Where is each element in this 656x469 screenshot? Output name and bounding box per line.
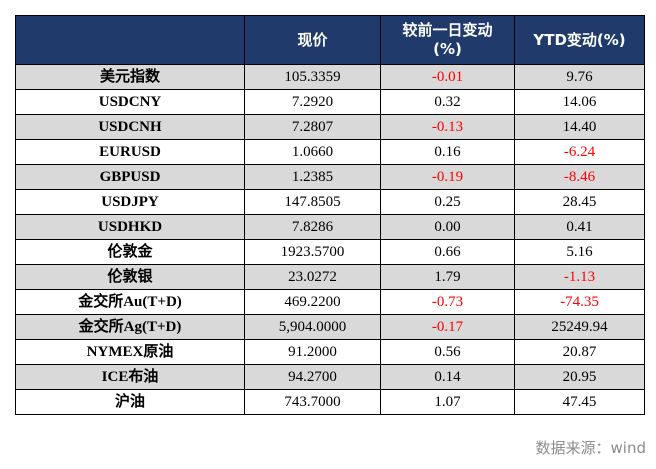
cell-price: 5,904.0000 [244,314,381,340]
cell-ytd-change: 5.16 [514,239,645,265]
header-row: 现价 较前一日变动 (%) YTD变动(%) [15,15,645,65]
cell-ytd-change: 0.41 [514,214,645,240]
cell-name: USDJPY [15,189,245,215]
cell-day-change: 0.32 [380,89,515,115]
cell-ytd-change: -8.46 [514,164,645,190]
header-name [15,15,245,65]
cell-ytd-change: -1.13 [514,264,645,290]
table-row: GBPUSD 1.2385 -0.19 -8.46 [15,164,645,190]
cell-day-change: 1.07 [380,389,515,415]
cell-ytd-change: 20.95 [514,364,645,390]
cell-day-change: 0.14 [380,364,515,390]
header-day-change-unit: (%) [433,40,462,58]
cell-price: 7.8286 [244,214,381,240]
table-row: USDCNH 7.2807 -0.13 14.40 [15,114,645,140]
cell-day-change: 0.25 [380,189,515,215]
cell-price: 7.2920 [244,89,381,115]
table-row: 伦敦金 1923.5700 0.66 5.16 [15,239,645,265]
cell-price: 7.2807 [244,114,381,140]
cell-day-change: 0.56 [380,339,515,365]
cell-price: 94.2700 [244,364,381,390]
table-header: 现价 较前一日变动 (%) YTD变动(%) [15,15,645,65]
table-body: 美元指数 105.3359 -0.01 9.76 USDCNY 7.2920 0.32 14.… [15,64,645,415]
fx-commodity-table: 现价 较前一日变动 (%) YTD变动(%) 美元指数 105.3359 -0.01… [15,15,645,415]
cell-name: 沪油 [15,389,245,415]
cell-price: 91.2000 [244,339,381,365]
header-price: 现价 [244,15,381,65]
cell-ytd-change: 20.87 [514,339,645,365]
cell-price: 743.7000 [244,389,381,415]
table-row: USDJPY 147.8505 0.25 28.45 [15,189,645,215]
header-ytd-change: YTD变动(%) [514,15,645,65]
cell-name: USDCNH [15,114,245,140]
cell-name: EURUSD [15,139,245,165]
table-row: 美元指数 105.3359 -0.01 9.76 [15,64,645,90]
cell-name: NYMEX原油 [15,339,245,365]
table-row: 伦敦银 23.0272 1.79 -1.13 [15,264,645,290]
cell-price: 105.3359 [244,64,381,90]
cell-name: 美元指数 [15,64,245,90]
cell-price: 1923.5700 [244,239,381,265]
table-row: EURUSD 1.0660 0.16 -6.24 [15,139,645,165]
cell-ytd-change: 14.06 [514,89,645,115]
cell-name: 伦敦银 [15,264,245,290]
cell-name: USDCNY [15,89,245,115]
cell-ytd-change: -74.35 [514,289,645,315]
cell-day-change: 0.16 [380,139,515,165]
table-row: 金交所Au(T+D) 469.2200 -0.73 -74.35 [15,289,645,315]
table-row: ICE布油 94.2700 0.14 20.95 [15,364,645,390]
table-row: 沪油 743.7000 1.07 47.45 [15,389,645,415]
cell-price: 469.2200 [244,289,381,315]
header-day-change-label: 较前一日变动 [402,21,493,39]
cell-name: 金交所Ag(T+D) [15,314,245,340]
cell-day-change: 0.66 [380,239,515,265]
cell-day-change: -0.17 [380,314,515,340]
cell-price: 147.8505 [244,189,381,215]
cell-ytd-change: 28.45 [514,189,645,215]
cell-day-change: 0.00 [380,214,515,240]
header-day-change: 较前一日变动 (%) [380,15,515,65]
cell-day-change: 1.79 [380,264,515,290]
cell-name: GBPUSD [15,164,245,190]
cell-day-change: -0.13 [380,114,515,140]
cell-ytd-change: -6.24 [514,139,645,165]
data-source-note: 数据来源：wind [535,439,646,457]
cell-name: 伦敦金 [15,239,245,265]
cell-price: 1.0660 [244,139,381,165]
table-row: 金交所Ag(T+D) 5,904.0000 -0.17 25249.94 [15,314,645,340]
cell-day-change: -0.19 [380,164,515,190]
cell-name: USDHKD [15,214,245,240]
cell-ytd-change: 47.45 [514,389,645,415]
cell-price: 1.2385 [244,164,381,190]
table-row: USDCNY 7.2920 0.32 14.06 [15,89,645,115]
cell-name: 金交所Au(T+D) [15,289,245,315]
cell-ytd-change: 9.76 [514,64,645,90]
cell-price: 23.0272 [244,264,381,290]
table-row: NYMEX原油 91.2000 0.56 20.87 [15,339,645,365]
cell-name: ICE布油 [15,364,245,390]
cell-day-change: -0.73 [380,289,515,315]
cell-ytd-change: 25249.94 [514,314,645,340]
table-row: USDHKD 7.8286 0.00 0.41 [15,214,645,240]
cell-day-change: -0.01 [380,64,515,90]
cell-ytd-change: 14.40 [514,114,645,140]
